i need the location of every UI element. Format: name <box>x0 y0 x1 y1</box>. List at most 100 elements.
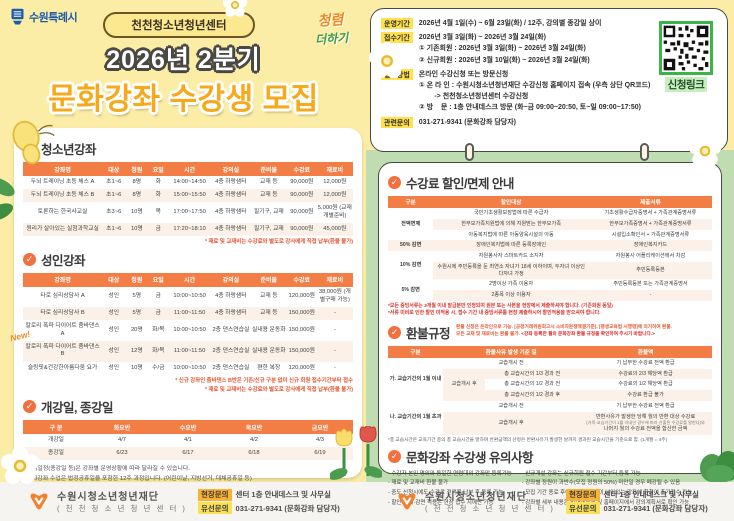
table-cell: 한부모가족증명서 + 가족관계증명서류 <box>588 218 712 230</box>
table-cell: 교재 등 <box>250 307 287 321</box>
table-cell: 10명 <box>125 222 149 237</box>
table-cell: 성인 <box>108 364 120 371</box>
table-cell: 6/23 <box>89 447 155 461</box>
notice-item: - 강좌별 정원이 과반수(모집 정원의 50%) 미만일 경우 폐강될 수 있… <box>521 480 681 487</box>
contact-label: 관련문의 <box>381 116 413 128</box>
table-cell: 초1~6 <box>102 222 126 237</box>
column-header: 환불사유 발생 기준 일 <box>443 345 580 358</box>
schedule-section-title: 개강일, 종강일 <box>23 397 353 416</box>
table-cell: 교재 등 <box>250 189 287 203</box>
table-row: 구분 할인대상 제출서류 <box>388 196 712 208</box>
leaf-decoration <box>0 177 15 221</box>
notice-section-title: 문화강좌 수강생 유의사항 <box>388 447 712 466</box>
check-icon <box>388 449 401 463</box>
column-header: 수강료 <box>286 162 317 176</box>
foundation-logo-icon <box>30 493 48 510</box>
youth-note: * 재료 및 교재비는 수강료와 별도로 강사에게 직접 납부(환불 불가) <box>204 239 353 246</box>
column-header: 할인대상 <box>433 196 589 208</box>
table-cell: 반환사유가 발생한 당해 월의 반환 대상 수강료 (가목-교습기간이 1월 이내… <box>579 411 712 435</box>
table-cell: 목 <box>155 208 161 215</box>
column-header: 수강료 <box>286 272 317 287</box>
table-row: 타로 심리상담사 B 성인 5명 금 11:00~11:50 4층 하랑샘터 교재 등 150… <box>23 307 353 321</box>
info-line: ② 신규회원 : 2026년 3월 10일(화) ~ 2026년 3월 24일(… <box>418 56 590 64</box>
info-line: -> 천천청소년청년센터 수강신청 <box>418 93 529 101</box>
column-header: 구분 <box>388 196 434 208</box>
table-cell: 90,000원 <box>286 222 317 237</box>
table-row: 한부모가족지원법에 의해 지원받는 한부모가족 한부모가족증명서 + 가족관계증명… <box>388 218 712 230</box>
table-cell: 8명 <box>132 178 142 185</box>
schedule-note: - 상기일정(종강일 등)은 강좌별 운영상황에 따라 달라질 수 있습니다. <box>23 466 190 473</box>
refund-table-head: 구분 환불사유 발생 기준 일 환불액 <box>388 345 712 358</box>
foundation-logo-icon <box>398 493 416 510</box>
table-row: 원리가 살아있는 실험과학교실 초1~6 10명 금 17:20~18:10 4층 하랑샘… <box>23 222 353 237</box>
table-cell: 총 교습시간의 1/3 경과 전 <box>485 368 580 380</box>
discount-section-title: 수강료 할인/면제 안내 <box>388 173 712 192</box>
table-row: 50% 감면 장애인복지법에 따른 등록장애인 장애인복지카드 <box>388 240 712 251</box>
table-cell: 주민등록등본 <box>588 261 712 280</box>
table-cell: 총 교습시간의 1/2 경과 후 <box>485 390 580 401</box>
discount-table-body: 전액면제 국민기초생활보장법에 따른 수급자 기초생활수급자증명서 + 가족관계증명… <box>388 208 712 301</box>
table-cell: 칼로리 폭파 다이어트 줌바댄스 A <box>25 323 100 337</box>
column-header: 재료비 <box>316 162 353 176</box>
notice-item: - 할인·면제·감면 적용은 현장 접수 시에만 가능 <box>388 499 494 506</box>
column-header: 목요반 <box>221 420 287 435</box>
table-cell: 교습개시 전 <box>498 402 524 409</box>
qr-code[interactable] <box>659 21 713 75</box>
table-cell: 6/17 <box>155 447 221 461</box>
table-row: 수원시에 주민등록을 둔 최연소 자녀가 18세 이하이며, 두자녀 이상인 다… <box>388 261 712 280</box>
table-cell: 수원시에 주민등록을 둔 최연소 자녀가 18세 이하이며, 두자녀 이상인 다… <box>433 261 589 280</box>
registration-period-lines: 2026년 3월 3일(화) ~ 2026년 3월 24일(화) ① 기존회원 :… <box>419 32 590 66</box>
column-header: 정원 <box>125 272 149 287</box>
table-cell: - <box>316 341 353 362</box>
field-inquiry-label: 현장문의 <box>565 488 600 501</box>
refund-note: *총 교습시간은 교육기간 중의 총 교습시간을 말하며 반환금액의 산정은 반… <box>388 436 668 442</box>
column-header: 환불액 <box>579 345 712 358</box>
discount-category: 5% 감면 <box>401 286 420 293</box>
adult-title-text: 성인강좌 <box>41 253 86 268</box>
field-inquiry-value: 센터 1층 안내데스크 및 사무실 <box>603 490 699 499</box>
refund-intro-line2-text: 모든 교재 및 재료비는 환불 불가. <box>456 330 522 336</box>
refund-intro: 환불 신청은 온라인으로 가능. [공정거래위원회고시 소비자분쟁해결기준], … <box>456 321 672 337</box>
refund-section-header: 환불규정 환불 신청은 온라인으로 가능. [공정거래위원회고시 소비자분쟁해결… <box>388 321 712 346</box>
refund-intro-line2: 모든 교재 및 재료비는 환불 불가. <강좌 등록한 월의 문화강좌 환불 규… <box>456 330 672 337</box>
table-cell: 5명 <box>132 293 142 300</box>
table-cell: 10:00~10:50 <box>173 293 206 300</box>
footer-phone-row: 유선문의 031-271-9341 (문화강좌 담당자) <box>197 502 340 514</box>
table-cell: 종강일 <box>23 447 89 461</box>
refund-b-line1: 반환사유가 발생한 당해 월의 반환 대상 수강료 <box>595 413 696 420</box>
table-cell: 화 <box>155 178 161 185</box>
table-row: 슬링핏&건강한아름다움 요가 성인 10명 수/금 10:00~10:50 2층 댄스연습… <box>23 362 353 375</box>
table-cell: - <box>316 307 353 321</box>
footer-right: 수원시청소년청년재단 ( 천 천 청 소 년 청 년 센 터 ) 현장문의 센터 … <box>396 487 708 516</box>
adult-table-body: 타로 심리상담사 A 성인 5명 금 10:00~10:50 4층 하랑샘터 교재 등 120… <box>23 287 353 375</box>
flower-decoration <box>688 134 722 167</box>
notice-columns: - 수강자 본인 명의와 동일한 연령대의 강좌만 등록가능 - 재료 및 교재비… <box>388 470 712 509</box>
schedule-table-head: 구 분 화요반 수요반 목요반 금요반 <box>23 420 353 435</box>
footer-org-name: 수원시청소년청년재단 <box>425 492 527 504</box>
table-row: 강좌명 대상 정원 요일 시간 강의실 준비물 수강료 재료비 <box>23 162 353 176</box>
refund-b-line2: (가목-교습기간이 1월 이내인 경우에 따라 산출된 수강료를 말한다)와 <box>586 420 705 426</box>
table-cell: 초3~6 <box>106 208 122 215</box>
table-cell: 칼로리 폭파 다이어트 줌바댄스 B <box>23 341 103 362</box>
operating-period-label: 운영기간 <box>381 18 413 29</box>
table-row: 토론하는 한국사교실 초3~6 10명 목 17:00~17:50 4층 하랑샘터 필기구,… <box>23 202 353 223</box>
footer-org-sub: ( 천 천 청 소 년 청 년 센 터 ) <box>57 504 187 514</box>
slogan-word1: 청렴 <box>316 11 344 29</box>
refund-intro-line2-em: <강좌 등록한 월의 문화강좌 환불 규정을 확인하여 주시기 바랍니다.> <box>521 330 655 336</box>
table-cell: 성인 <box>108 293 120 300</box>
notice-item: - 강좌별 세부 내용은 안내데스크 및 홈페이지에서 강의계획서로 확인 가능 <box>521 499 690 506</box>
flower-decoration <box>222 0 248 17</box>
table-cell: 4/7 <box>117 436 127 443</box>
table-cell: 교습개시 후 <box>443 411 580 435</box>
info-line: ① 기존회원 : 2026년 3월 3일(화) ~ 2026년 3월 24일(화… <box>418 45 586 53</box>
table-cell: 한부모가족지원법에 의해 지원받는 한부모가족 <box>433 218 589 230</box>
table-cell: 초1~6 <box>106 178 122 185</box>
registration-info-panel: 운영기간 2026년 4월 1일(수) ~ 6월 23일(화) / 12주, 강… <box>370 8 728 152</box>
qr-link-label[interactable]: 신청링크 <box>664 77 708 92</box>
info-row-registration-period: 접수기간 2026년 3월 3일(화) ~ 2026년 3월 24일(화) ① 기… <box>381 32 717 66</box>
table-cell: 5,000원 (교재 개별준비) <box>317 205 352 219</box>
table-cell: 120,000원 <box>288 364 315 371</box>
column-header: 준비물 <box>250 162 287 176</box>
